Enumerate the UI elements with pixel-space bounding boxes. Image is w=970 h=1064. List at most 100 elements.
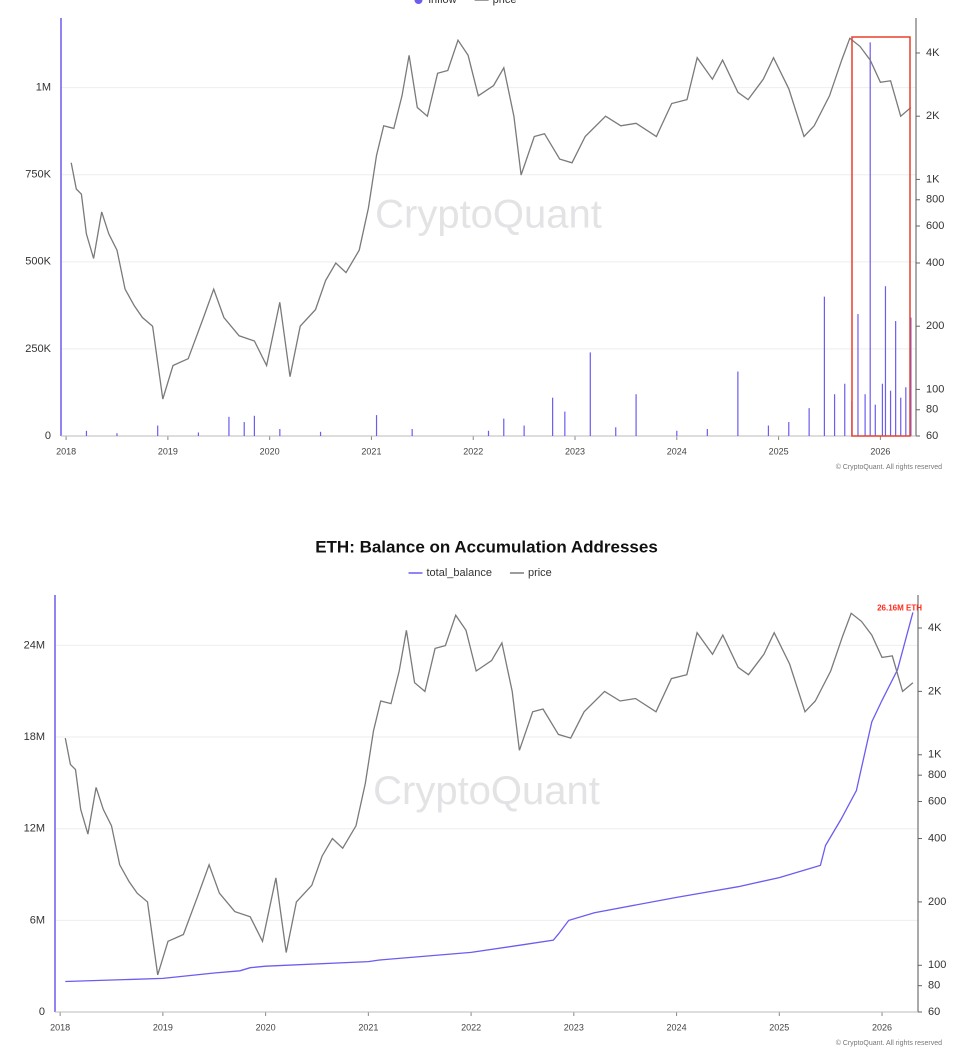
y2-tick-label: 2K (928, 685, 942, 697)
bar (706, 429, 708, 436)
bar (157, 425, 159, 436)
y2-tick-label: 60 (926, 430, 938, 442)
line-series (64, 612, 914, 976)
bar (900, 397, 902, 436)
bar (552, 397, 554, 436)
y2-tick-label: 80 (928, 980, 940, 992)
bar (676, 430, 678, 436)
y-tick-label: 250K (25, 343, 51, 355)
y2-tick-label: 400 (928, 832, 946, 844)
y2-tick-label: 600 (926, 220, 944, 232)
footer: © CryptoQuant. All rights reserved (836, 1039, 942, 1047)
y2-tick-label: 100 (928, 959, 946, 971)
y2-tick-label: 800 (926, 194, 944, 206)
y-tick-label: 0 (39, 1006, 45, 1018)
bar (228, 416, 230, 436)
chart-title: ETH: Balance on Accumulation Addresses (315, 537, 658, 556)
bar (197, 432, 200, 436)
bar (833, 394, 836, 436)
bar (319, 431, 322, 436)
bar (869, 42, 871, 437)
legend-label: inflow (429, 0, 457, 6)
highlight-box (851, 36, 911, 437)
x-tick-label: 2025 (769, 1022, 789, 1032)
bar (767, 425, 770, 436)
bar (503, 418, 505, 436)
y-tick-label: 12M (24, 823, 45, 835)
y2-tick-label: 4K (928, 622, 942, 634)
bar (243, 422, 245, 436)
x-tick-label: 2024 (667, 446, 687, 456)
bar (864, 394, 866, 436)
bar (279, 429, 281, 436)
y-tick-label: 18M (24, 731, 45, 743)
bar (85, 430, 88, 436)
y-tick-label: 24M (24, 639, 45, 651)
bar (844, 383, 846, 436)
x-tick-label: 2020 (260, 446, 280, 456)
bar (857, 314, 859, 436)
bar (635, 394, 637, 436)
bar (884, 286, 887, 436)
x-tick-label: 2024 (667, 1022, 687, 1032)
y2-tick-label: 2K (926, 110, 940, 122)
bar (823, 296, 825, 436)
bar (889, 390, 892, 436)
bar (375, 415, 378, 436)
bar (788, 422, 790, 436)
watermark: CryptoQuant (375, 193, 602, 237)
x-tick-label: 2020 (256, 1022, 276, 1032)
legend-label: price (528, 567, 552, 579)
bar (564, 411, 566, 436)
bar (411, 429, 413, 436)
y2-tick-label: 200 (928, 896, 946, 908)
legend-marker (414, 0, 423, 4)
annotation: 26.16M ETH (877, 604, 922, 613)
legend-label: price (493, 0, 517, 6)
bar (737, 371, 739, 436)
x-tick-label: 2021 (358, 1022, 378, 1032)
y2-tick-label: 1K (926, 173, 940, 185)
y2-tick-label: 100 (926, 383, 944, 395)
y-tick-label: 0 (45, 430, 51, 442)
line-series (65, 612, 914, 983)
y2-tick-label: 80 (926, 404, 938, 416)
x-tick-label: 2018 (56, 446, 76, 456)
x-tick-label: 2026 (870, 446, 890, 456)
bar (487, 430, 490, 436)
y-tick-label: 750K (25, 169, 51, 181)
bar (615, 427, 617, 436)
y2-tick-label: 200 (926, 320, 944, 332)
line-series (70, 37, 912, 400)
bar (881, 383, 884, 436)
x-tick-label: 2018 (50, 1022, 70, 1032)
bar (895, 321, 897, 436)
bar (589, 352, 591, 436)
x-tick-label: 2025 (769, 446, 789, 456)
x-tick-label: 2023 (564, 1022, 584, 1032)
x-tick-label: 2021 (361, 446, 381, 456)
bar (874, 404, 876, 436)
y2-tick-label: 60 (928, 1006, 940, 1018)
y-tick-label: 500K (25, 256, 51, 268)
y2-tick-label: 4K (926, 47, 940, 59)
bar (910, 317, 912, 436)
bar (116, 433, 118, 436)
y-tick-label: 1M (36, 82, 51, 94)
x-tick-label: 2019 (158, 446, 178, 456)
bar (905, 387, 907, 436)
x-tick-label: 2022 (463, 446, 483, 456)
y2-tick-label: 600 (928, 795, 946, 807)
x-tick-label: 2022 (461, 1022, 481, 1032)
legend-label: total_balance (427, 567, 492, 579)
bar (523, 425, 525, 436)
y2-tick-label: 1K (928, 749, 942, 761)
footer: © CryptoQuant. All rights reserved (836, 463, 942, 471)
y-tick-label: 6M (30, 914, 45, 926)
watermark: CryptoQuant (373, 769, 600, 813)
x-tick-label: 2023 (565, 446, 585, 456)
x-tick-label: 2026 (872, 1022, 892, 1032)
y2-tick-label: 800 (928, 769, 946, 781)
